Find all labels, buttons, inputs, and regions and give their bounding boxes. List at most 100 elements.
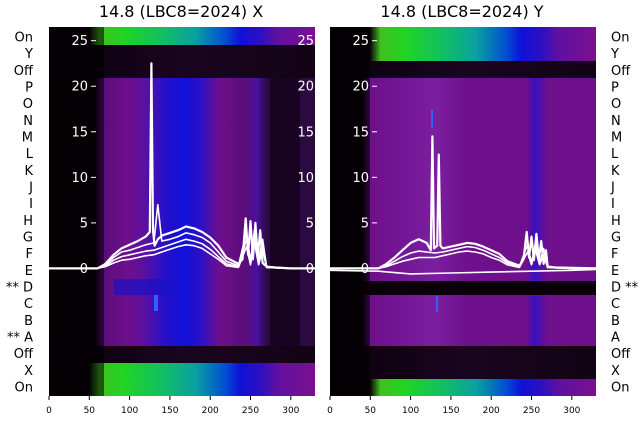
row-label-left: ** D (6, 281, 33, 296)
row-label-left: Off (14, 64, 34, 79)
traces-y (329, 135, 597, 275)
row-label-right: A (611, 331, 620, 346)
band-x-dark-right (270, 78, 300, 346)
row-label-left: K (24, 164, 33, 179)
y-tick-label-right: 20 (297, 80, 314, 95)
traces-x (49, 62, 315, 270)
row-label-left: H (23, 214, 33, 229)
band-x-dark-left (49, 27, 104, 396)
band-x-off-bottom (49, 346, 315, 363)
trace-line-2 (330, 249, 596, 270)
x-tick-label: 300 (282, 406, 299, 416)
x-tick-label: 150 (161, 406, 178, 416)
x-tick-label: 50 (84, 406, 96, 416)
row-label-left: B (24, 314, 33, 329)
band-y-dark-left (330, 27, 370, 396)
row-label-left: C (24, 297, 33, 312)
y-tick-label-right: 10 (297, 171, 314, 186)
row-label-right: P (611, 81, 619, 96)
row-label-right: E (611, 264, 619, 279)
band-y-on-bottom (330, 379, 596, 396)
y-tick-label: 0 (361, 262, 369, 277)
row-label-right: O (611, 97, 621, 112)
row-label-right: C (611, 297, 620, 312)
row-label-right: M (611, 131, 622, 146)
band-y-off-top (330, 61, 596, 78)
row-label-left: E (25, 264, 33, 279)
row-label-left: P (25, 81, 33, 96)
band-y-scan-rows-lower (330, 295, 596, 346)
row-label-right: B (611, 314, 620, 329)
y-tick-label: 5 (80, 216, 88, 231)
trace-line-1 (330, 242, 596, 270)
row-label-left: On (15, 381, 33, 396)
band-x-row-d (114, 279, 174, 295)
y-tick-label: 5 (361, 216, 369, 231)
y-tick-label-right: 15 (297, 125, 314, 140)
row-label-right: L (611, 147, 619, 162)
row-label-right: On (611, 31, 629, 46)
y-tick-label: 20 (352, 80, 369, 95)
y-tick-label: 25 (352, 34, 369, 49)
band-y-row-d (330, 281, 596, 295)
y-tick-label: 10 (71, 171, 88, 186)
row-label-left: I (29, 197, 33, 212)
x-tick-label: 200 (483, 406, 500, 416)
row-label-right: N (611, 114, 621, 129)
panel-x: 0 0 5 5 10 10 15 15 20 20 25 25 (49, 27, 315, 396)
row-label-left: G (23, 231, 33, 246)
band-x-on-top (49, 27, 315, 45)
row-label-right: Off (611, 347, 631, 362)
chart-title-y: 14.8 (LBC8=2024) Y (380, 2, 543, 21)
row-label-right: X (611, 364, 620, 379)
trace-line-3 (49, 242, 315, 270)
y-ticks-x: 0 0 5 5 10 10 15 15 20 20 25 25 (71, 34, 314, 277)
x-ticks: 0 50 100 150 200 250 300 0 50 100 150 200 250 300 (46, 396, 581, 416)
x-tick-label: 0 (46, 406, 52, 416)
chart-title-x: 14.8 (LBC8=2024) X (99, 2, 263, 21)
y-tick-label: 15 (352, 125, 369, 140)
x-tick-label: 200 (202, 406, 219, 416)
row-label-right: F (611, 247, 618, 262)
band-y-off-bottom (330, 346, 596, 379)
y-ticks-y: 0 5 10 15 20 25 (352, 34, 377, 277)
band-y-spike-upper (431, 110, 433, 128)
row-label-left: L (26, 147, 34, 162)
y-tick-label: 15 (71, 125, 88, 140)
x-tick-label: 300 (563, 406, 580, 416)
x-tick-label: 0 (327, 406, 333, 416)
y-tick-label: 20 (71, 80, 88, 95)
row-label-left: On (15, 31, 33, 46)
x-tick-label: 50 (365, 406, 377, 416)
band-y-spike-lower (436, 296, 438, 312)
trace-line-3 (329, 268, 597, 275)
row-label-left: F (26, 247, 33, 262)
row-label-right: Y (610, 47, 619, 62)
x-tick-label: 150 (442, 406, 459, 416)
row-label-right: D ** (611, 281, 639, 296)
row-label-left: X (24, 364, 33, 379)
y-tick-label-right: 25 (297, 34, 314, 49)
y-tick-label-right: 0 (306, 262, 314, 277)
row-label-left: O (23, 97, 33, 112)
row-label-left: N (23, 114, 33, 129)
x-tick-label: 100 (402, 406, 419, 416)
row-label-left: Off (14, 347, 34, 362)
row-label-right: K (611, 164, 620, 179)
row-label-right: J (610, 181, 615, 196)
row-label-right: I (611, 197, 615, 212)
y-tick-label: 0 (80, 262, 88, 277)
x-tick-label: 100 (121, 406, 138, 416)
band-x-spike (154, 295, 158, 311)
row-label-left: J (28, 181, 33, 196)
y-tick-label-right: 5 (306, 216, 314, 231)
x-tick-label: 250 (242, 406, 259, 416)
band-y-on-top (330, 27, 596, 61)
row-label-left: M (22, 131, 33, 146)
row-label-right: Off (611, 64, 631, 79)
row-label-left: ** A (7, 331, 33, 346)
panel-y: 0 5 10 15 20 25 (329, 27, 597, 396)
row-label-right: On (611, 381, 629, 396)
